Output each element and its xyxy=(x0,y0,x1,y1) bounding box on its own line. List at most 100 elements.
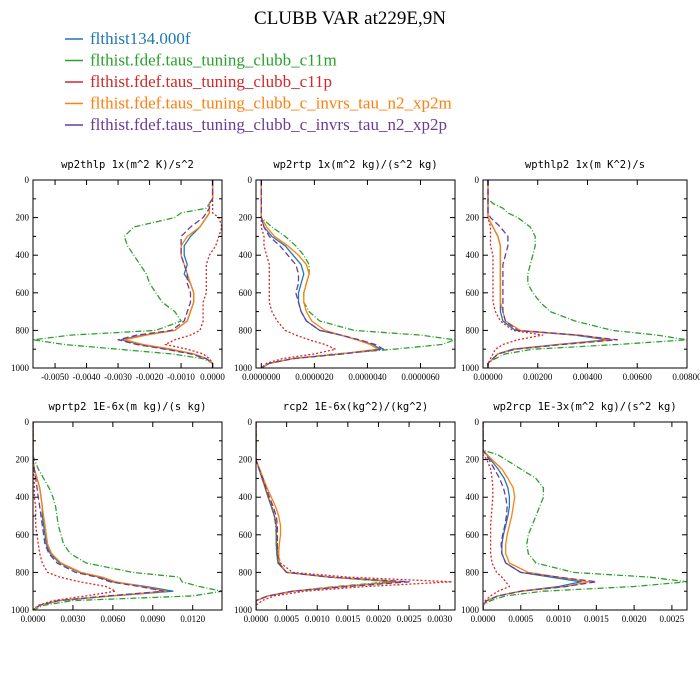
x-tick-label: 0.0030 xyxy=(61,614,86,624)
y-tick-label: 200 xyxy=(16,455,30,465)
series-line xyxy=(33,422,167,610)
series-line xyxy=(33,422,222,610)
x-tick-label: 0.00200 xyxy=(523,372,553,382)
panel-title: wp2thlp 1x(m^2 K)/s^2 xyxy=(61,159,194,171)
series-line xyxy=(487,180,614,368)
series-line xyxy=(33,422,117,610)
y-tick-label: 1000 xyxy=(11,605,30,615)
y-tick-label: 600 xyxy=(239,288,253,298)
x-tick-label: 0.0010 xyxy=(305,614,330,624)
y-tick-label: 800 xyxy=(239,325,253,335)
x-tick-label: 0.0005 xyxy=(508,614,533,624)
legend: flthist134.000f flthist.fdef.taus_tuning_… xyxy=(65,29,452,134)
plot-frame xyxy=(482,179,688,369)
series-line xyxy=(120,180,214,368)
series-line xyxy=(256,422,404,610)
figure-title: CLUBB VAR at229E,9N xyxy=(254,8,446,29)
legend-entry: flthist.fdef.taus_tuning_clubb_c_invrs_t… xyxy=(90,115,447,134)
x-tick-label: 0.0010 xyxy=(546,614,571,624)
x-tick-label: 0.0000 xyxy=(471,614,496,624)
x-tick-label: 0.0000000 xyxy=(242,372,281,382)
x-tick-label: 0.00800 xyxy=(672,372,700,382)
legend-entry: flthist134.000f xyxy=(90,29,191,48)
series-line xyxy=(487,180,609,368)
x-tick-label: 0.0015 xyxy=(335,614,360,624)
series-line xyxy=(483,422,582,610)
x-tick-label: 0.0000 xyxy=(21,614,46,624)
x-tick-label: -0.0040 xyxy=(73,372,101,382)
y-tick-label: 800 xyxy=(16,567,30,577)
x-tick-label: -0.0020 xyxy=(136,372,164,382)
x-tick-label: -0.0050 xyxy=(41,372,69,382)
y-tick-label: 1000 xyxy=(234,363,253,373)
x-tick-label: 0.00600 xyxy=(623,372,653,382)
y-tick-label: 1000 xyxy=(11,363,30,373)
series-line xyxy=(256,422,398,610)
series-line xyxy=(33,422,174,610)
x-tick-label: 0.0090 xyxy=(140,614,165,624)
y-tick-label: 400 xyxy=(239,492,253,502)
y-tick-label: 0 xyxy=(248,417,253,427)
y-tick-label: 400 xyxy=(466,492,480,502)
y-tick-label: 400 xyxy=(239,250,253,260)
y-tick-label: 0 xyxy=(475,175,480,185)
series-line xyxy=(483,422,590,610)
y-tick-label: 200 xyxy=(16,213,30,223)
panel-title: rcp2 1E-6x(kg^2)/(kg^2) xyxy=(283,401,428,413)
x-tick-label: -0.0010 xyxy=(167,372,195,382)
series-line xyxy=(260,180,382,368)
series-line xyxy=(260,180,379,368)
y-tick-label: 800 xyxy=(16,325,30,335)
series-line xyxy=(117,180,214,368)
legend-entry: flthist.fdef.taus_tuning_clubb_c_invrs_t… xyxy=(90,94,452,113)
series-line xyxy=(33,422,165,610)
panel: wp2rcp 1E-3x(m^2 kg)/(s^2 kg) 0 200 400 600 8… xyxy=(461,401,688,624)
series-line xyxy=(123,180,214,368)
panel: rcp2 1E-6x(kg^2)/(kg^2) 0 200 400 600 800 1000… xyxy=(234,401,456,624)
series-line xyxy=(260,180,385,368)
x-tick-label: 0.0000040 xyxy=(348,372,387,382)
x-tick-label: 0.0000020 xyxy=(295,372,334,382)
panel-title: wprtp2 1E-6x(m kg)/(s kg) xyxy=(48,401,206,413)
y-tick-label: 200 xyxy=(239,213,253,223)
x-tick-label: 0.0020 xyxy=(366,614,391,624)
x-tick-label: 0.0060 xyxy=(100,614,125,624)
plot-frame xyxy=(32,179,223,369)
y-tick-label: 600 xyxy=(16,530,30,540)
panel: wp2thlp 1x(m^2 K)/s^2 0 200 400 600 800 1000 -0… xyxy=(11,159,225,382)
panel: wpthlp2 1x(m K^2)/s020040060080010000.00… xyxy=(461,159,700,382)
y-tick-label: 600 xyxy=(466,288,480,298)
x-tick-label: 0.0025 xyxy=(397,614,422,624)
y-tick-label: 400 xyxy=(466,250,480,260)
x-tick-label: 0.0025 xyxy=(660,614,685,624)
y-tick-label: 400 xyxy=(16,492,30,502)
x-tick-label: 0.0000 xyxy=(244,614,269,624)
series-line xyxy=(487,180,618,368)
y-tick-label: 800 xyxy=(466,567,480,577)
y-tick-label: 0 xyxy=(25,417,30,427)
x-tick-label: 0.00400 xyxy=(573,372,603,382)
y-tick-label: 0 xyxy=(248,175,253,185)
y-tick-label: 400 xyxy=(16,250,30,260)
x-tick-label: -0.0030 xyxy=(104,372,132,382)
x-tick-label: 0.00000 xyxy=(473,372,503,382)
panels: wp2thlp 1x(m^2 K)/s^2 0 200 400 600 800 1000 -0… xyxy=(11,159,700,624)
series-line xyxy=(260,180,337,368)
x-tick-label: 0.0020 xyxy=(622,614,647,624)
series-line xyxy=(483,422,597,610)
panel-title: wpthlp2 1x(m K^2)/s xyxy=(525,159,645,171)
x-tick-label: 0.0005 xyxy=(274,614,299,624)
series-line xyxy=(256,422,410,610)
plot-frame xyxy=(255,421,456,611)
panel: wprtp2 1E-6x(m kg)/(s kg) 0 200 400 600 800 10… xyxy=(11,401,223,624)
panel-title: wp2rcp 1E-3x(m^2 kg)/(s^2 kg) xyxy=(493,401,676,413)
series-line xyxy=(483,422,687,610)
legend-entry: flthist.fdef.taus_tuning_clubb_c11m xyxy=(90,51,337,70)
y-tick-label: 200 xyxy=(466,213,480,223)
x-tick-label: 0.0030 xyxy=(427,614,452,624)
y-tick-label: 200 xyxy=(466,455,480,465)
x-tick-label: 0.0000060 xyxy=(401,372,440,382)
series-line xyxy=(483,422,511,610)
plot-frame xyxy=(32,421,223,611)
